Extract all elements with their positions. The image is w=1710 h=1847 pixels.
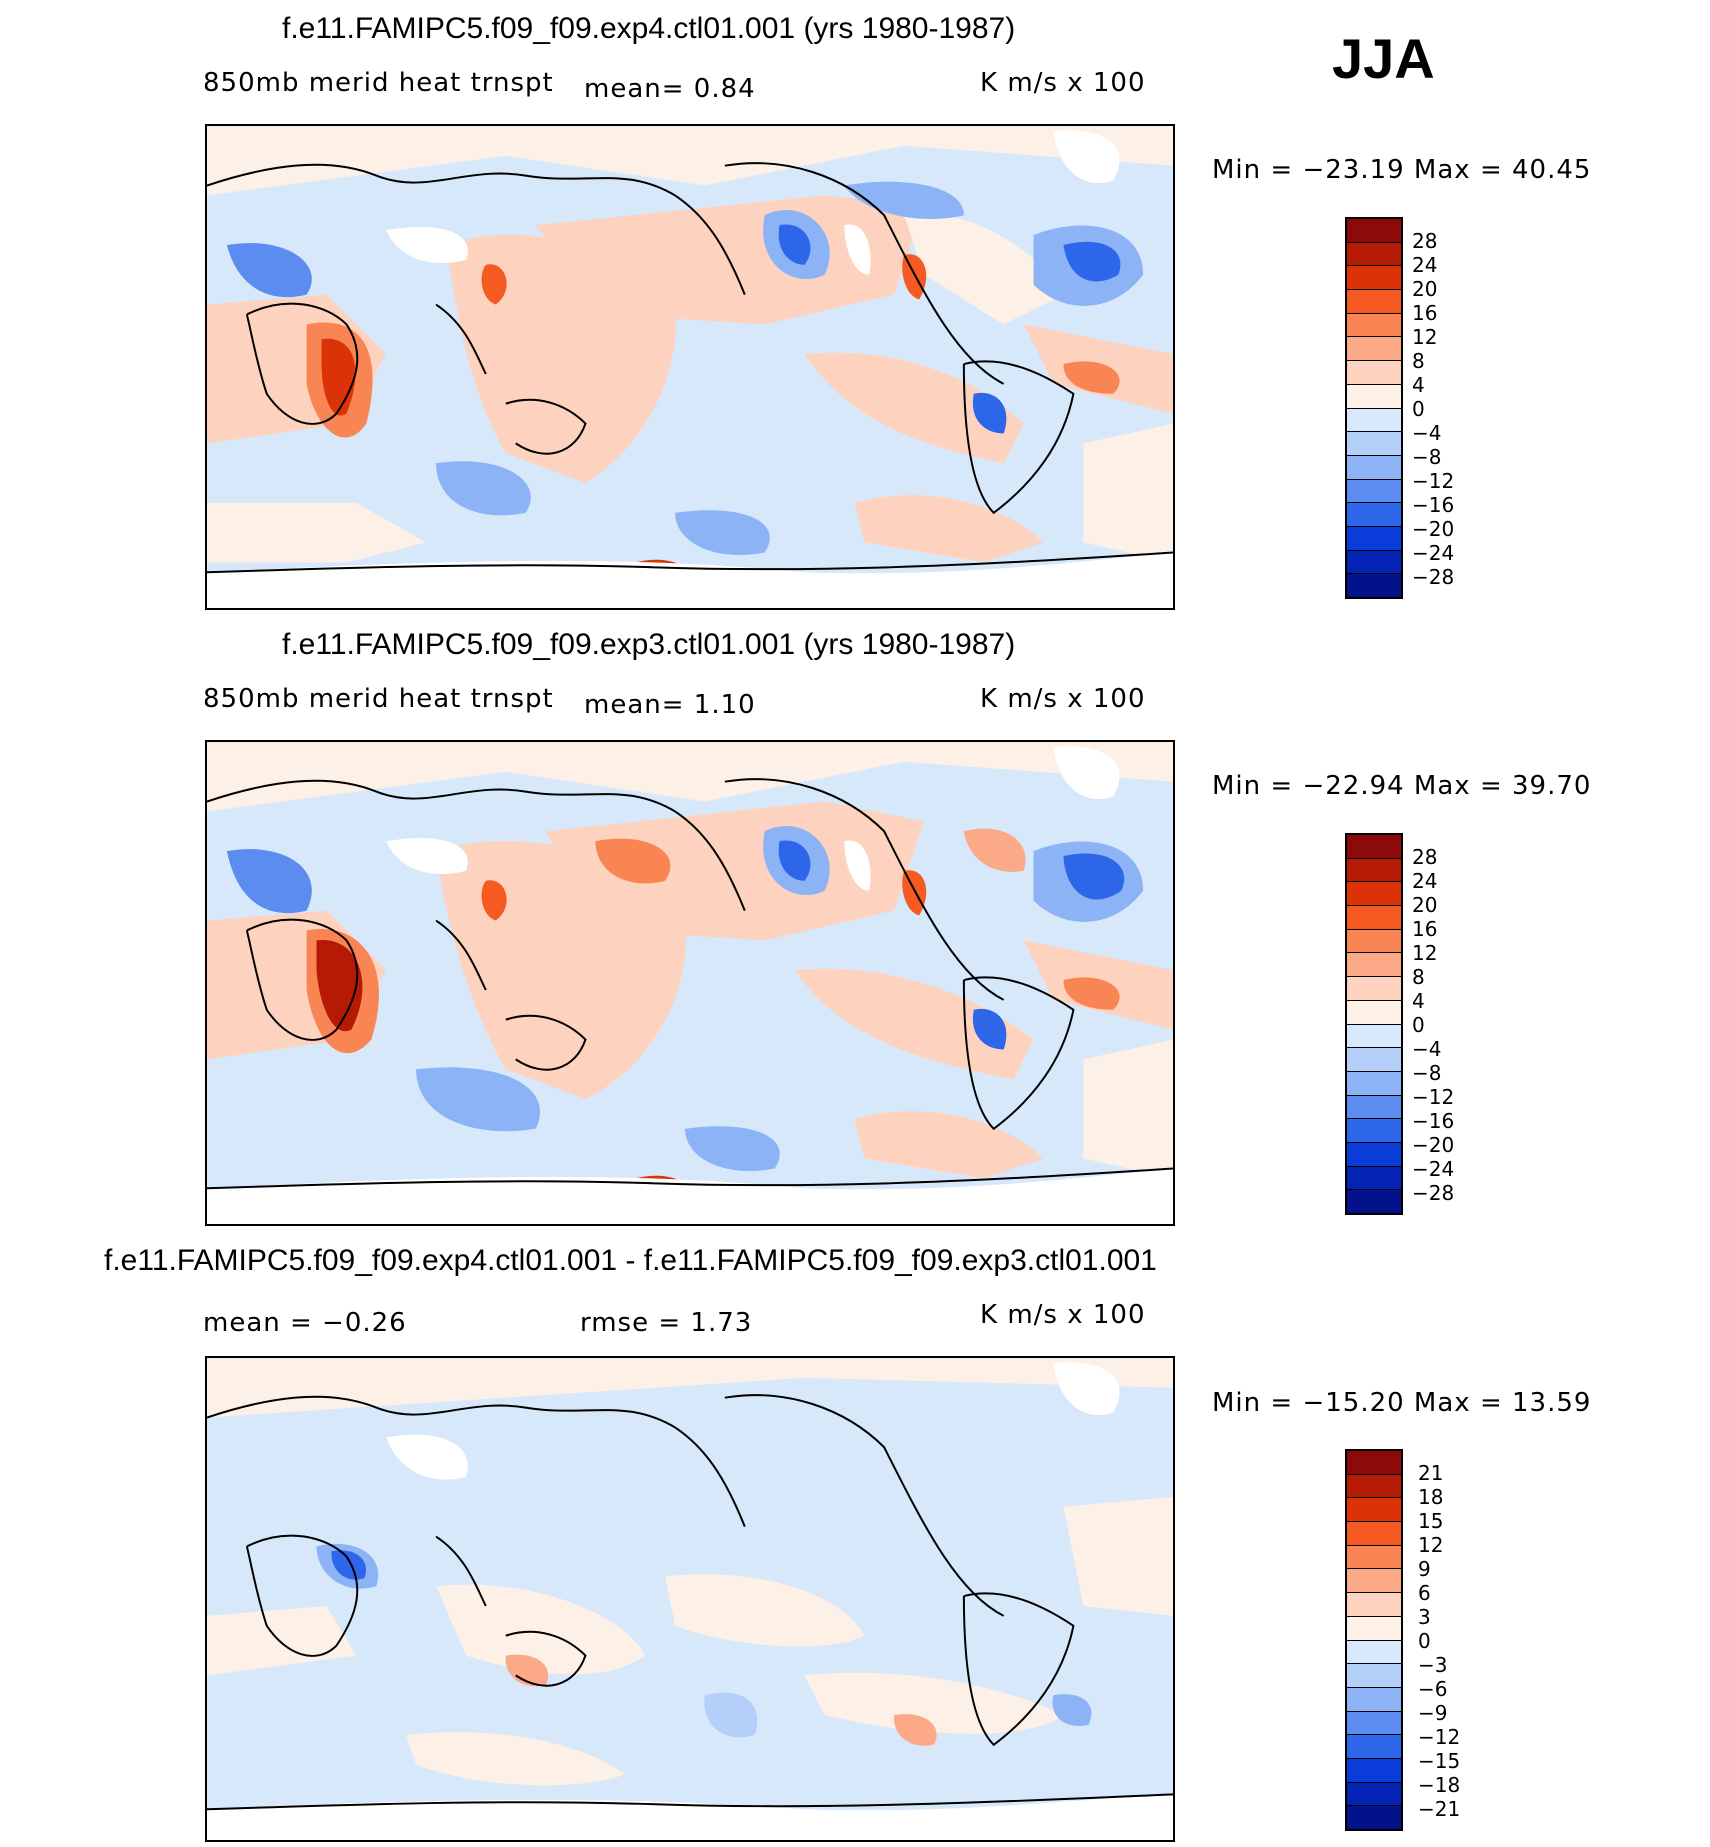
cbar-tick: −21 xyxy=(1418,1797,1461,1821)
cbar-tick: −8 xyxy=(1412,1061,1442,1085)
cbar-tick: −9 xyxy=(1418,1701,1448,1725)
cbar-tick: 12 xyxy=(1412,941,1438,965)
cbar-tick: −20 xyxy=(1412,517,1455,541)
cbar-tick: 4 xyxy=(1412,989,1425,1013)
panel1-map-field xyxy=(207,126,1173,608)
cbar-tick: 0 xyxy=(1412,1013,1425,1037)
panel3-minmax: Min = −15.20 Max = 13.59 xyxy=(1212,1388,1592,1418)
panel2-map xyxy=(205,740,1175,1226)
panel3-rmse: rmse = 1.73 xyxy=(580,1308,753,1338)
cbar-tick: 20 xyxy=(1412,893,1438,917)
cbar-tick: −12 xyxy=(1418,1725,1461,1749)
cbar-tick: 20 xyxy=(1412,277,1438,301)
cbar-tick: −28 xyxy=(1412,565,1455,589)
panel1-mean: mean= 0.84 xyxy=(584,74,756,104)
panel1-colorbar-labels: 28 24 20 16 12 8 4 0 −4 −8 −12 −16 −20 −… xyxy=(1412,229,1454,589)
cbar-tick: −3 xyxy=(1418,1653,1448,1677)
panel3-colorbar xyxy=(1345,1449,1403,1831)
cbar-tick: 28 xyxy=(1412,845,1438,869)
panel3-map-field xyxy=(207,1358,1173,1840)
cbar-tick: 24 xyxy=(1412,253,1438,277)
cbar-tick: −4 xyxy=(1412,421,1442,445)
cbar-tick: 12 xyxy=(1412,325,1438,349)
panel1-colorbar xyxy=(1345,217,1403,599)
cbar-tick: −24 xyxy=(1412,541,1455,565)
cbar-tick: −18 xyxy=(1418,1773,1461,1797)
cbar-tick: 28 xyxy=(1412,229,1438,253)
panel2-colorbar-labels: 28 24 20 16 12 8 4 0 −4 −8 −12 −16 −20 −… xyxy=(1412,845,1454,1205)
panel3-colorbar-labels: 21 18 15 12 9 6 3 0 −3 −6 −9 −12 −15 −18… xyxy=(1418,1461,1460,1821)
panel3-mean: mean = −0.26 xyxy=(203,1308,407,1338)
panel3-units: K m/s x 100 xyxy=(980,1300,1146,1330)
cbar-tick: 0 xyxy=(1418,1629,1431,1653)
cbar-tick: 6 xyxy=(1418,1581,1431,1605)
panel2-colorbar xyxy=(1345,833,1403,1215)
cbar-tick: 16 xyxy=(1412,917,1438,941)
cbar-tick: 18 xyxy=(1418,1485,1444,1509)
panel3-title: f.e11.FAMIPC5.f09_f09.exp4.ctl01.001 - f… xyxy=(104,1244,1157,1277)
cbar-tick: −28 xyxy=(1412,1181,1455,1205)
cbar-tick: −12 xyxy=(1412,1085,1455,1109)
cbar-tick: −16 xyxy=(1412,493,1455,517)
cbar-tick: 8 xyxy=(1412,349,1425,373)
cbar-tick: −12 xyxy=(1412,469,1455,493)
panel3-map xyxy=(205,1356,1175,1842)
panel1-units: K m/s x 100 xyxy=(980,68,1146,98)
season-label: JJA xyxy=(1332,27,1435,90)
cbar-tick: 16 xyxy=(1412,301,1438,325)
cbar-tick: 12 xyxy=(1418,1533,1444,1557)
cbar-tick: −6 xyxy=(1418,1677,1448,1701)
panel1-field-label: 850mb merid heat trnspt xyxy=(203,68,554,98)
cbar-tick: −16 xyxy=(1412,1109,1455,1133)
cbar-tick: 8 xyxy=(1412,965,1425,989)
panel2-field-label: 850mb merid heat trnspt xyxy=(203,684,554,714)
panel2-minmax: Min = −22.94 Max = 39.70 xyxy=(1212,771,1592,801)
cbar-tick: −24 xyxy=(1412,1157,1455,1181)
cbar-tick: 24 xyxy=(1412,869,1438,893)
cbar-tick: −15 xyxy=(1418,1749,1461,1773)
panel2-title: f.e11.FAMIPC5.f09_f09.exp3.ctl01.001 (yr… xyxy=(282,628,1016,661)
panel1-title: f.e11.FAMIPC5.f09_f09.exp4.ctl01.001 (yr… xyxy=(282,12,1016,45)
cbar-tick: 15 xyxy=(1418,1509,1444,1533)
cbar-tick: 9 xyxy=(1418,1557,1431,1581)
cbar-tick: 3 xyxy=(1418,1605,1431,1629)
cbar-tick: −4 xyxy=(1412,1037,1442,1061)
cbar-tick: −20 xyxy=(1412,1133,1455,1157)
panel1-map xyxy=(205,124,1175,610)
panel2-map-field xyxy=(207,742,1173,1224)
panel1-minmax: Min = −23.19 Max = 40.45 xyxy=(1212,155,1592,185)
cbar-tick: 21 xyxy=(1418,1461,1444,1485)
cbar-tick: 4 xyxy=(1412,373,1425,397)
cbar-tick: −8 xyxy=(1412,445,1442,469)
cbar-tick: 0 xyxy=(1412,397,1425,421)
panel2-units: K m/s x 100 xyxy=(980,684,1146,714)
panel2-mean: mean= 1.10 xyxy=(584,690,756,720)
